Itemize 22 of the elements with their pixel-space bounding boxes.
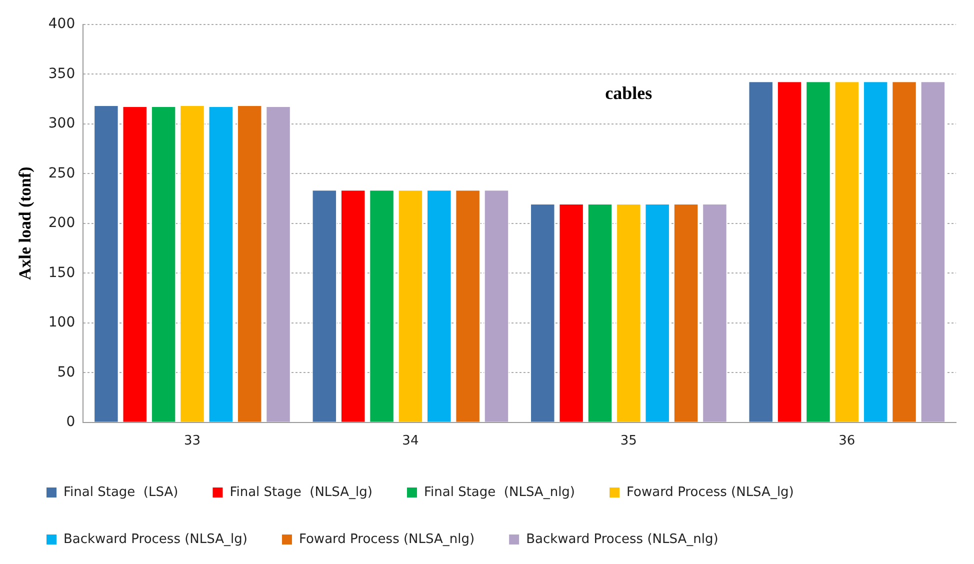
legend-label: Backward Process (NLSA_nlg) <box>526 532 718 547</box>
x-tick-label: 34 <box>402 434 419 449</box>
y-tick-label: 400 <box>48 16 76 32</box>
y-tick-label: 50 <box>57 364 76 380</box>
legend-label: Final Stage (LSA) <box>64 484 178 500</box>
x-tick-label: 35 <box>620 434 637 449</box>
legend-label: Foward Process (NLSA_nlg) <box>298 532 475 547</box>
y-tick-label: 250 <box>48 165 76 182</box>
y-tick-label: 100 <box>48 314 76 331</box>
y-tick-label: 350 <box>48 66 76 82</box>
legend-label: Foward Process (NLSA_lg) <box>626 484 794 500</box>
annotation: cables <box>605 83 652 104</box>
y-tick-label: 150 <box>48 264 76 281</box>
y-tick-label: 300 <box>48 116 76 132</box>
legend-label: Final Stage (NLSA_lg) <box>230 484 372 500</box>
y-tick-label: 200 <box>48 215 76 232</box>
legend-label: Backward Process (NLSA_lg) <box>64 532 248 547</box>
y-axis-title: Axle load (tonf) <box>16 166 35 280</box>
y-tick-label: 0 <box>66 414 76 430</box>
x-tick-label: 36 <box>838 434 856 449</box>
legend-label: Final Stage (NLSA_nlg) <box>424 484 576 500</box>
x-tick-label: 33 <box>184 434 201 449</box>
